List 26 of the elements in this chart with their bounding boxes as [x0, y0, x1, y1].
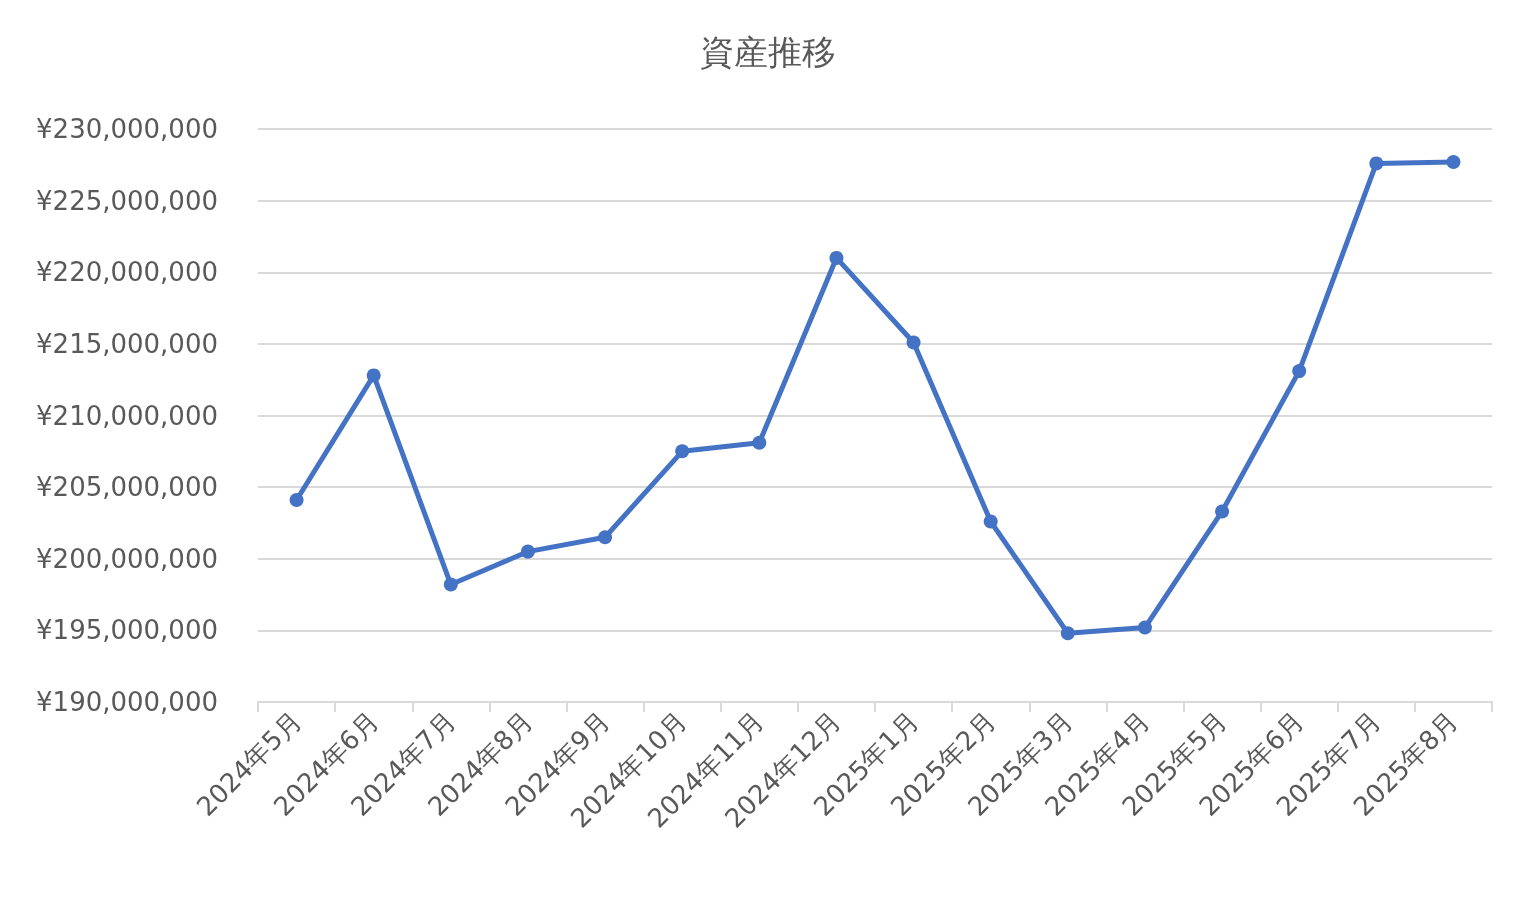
point — [1137, 620, 1152, 635]
point — [289, 493, 304, 508]
point — [598, 530, 613, 545]
point — [1060, 626, 1075, 641]
point — [829, 250, 844, 265]
y-tick-label: ¥190,000,000 — [36, 687, 218, 717]
chart-title: 資産推移 — [700, 32, 836, 72]
point — [675, 444, 690, 459]
y-tick-label: ¥225,000,000 — [36, 185, 218, 216]
point — [1446, 154, 1461, 169]
point — [752, 435, 767, 450]
point — [443, 577, 458, 592]
point — [983, 514, 998, 529]
y-tick-label: ¥205,000,000 — [36, 472, 218, 503]
y-tick-label: ¥215,000,000 — [36, 328, 218, 359]
y-tick-label: ¥195,000,000 — [36, 615, 218, 646]
point — [366, 368, 381, 383]
y-tick-label: ¥200,000,000 — [36, 543, 218, 574]
point — [1215, 504, 1230, 519]
point — [1369, 156, 1384, 171]
y-tick-label: ¥210,000,000 — [36, 400, 218, 431]
y-tick-label: ¥220,000,000 — [36, 257, 218, 288]
point — [1292, 364, 1307, 379]
point — [520, 544, 535, 559]
y-tick-label: ¥230,000,000 — [36, 114, 218, 144]
point — [906, 335, 921, 350]
